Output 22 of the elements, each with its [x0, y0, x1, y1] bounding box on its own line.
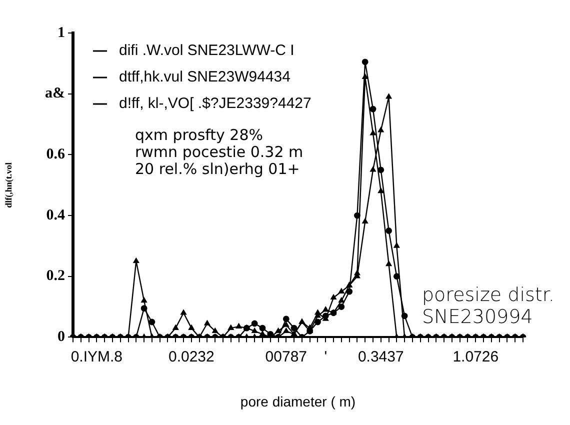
y-tick-label: a& [45, 86, 65, 102]
x-axis-title: pore diameter ( m) [240, 393, 356, 410]
y-tick-label: 0 [58, 329, 65, 346]
x-tick-label: 0.0232 [168, 348, 214, 366]
y-axis-title: dlf(,hn(t.vol [4, 162, 14, 208]
legend-label: d!ff, kl-,VO[ .$?JE2339?4427 [119, 95, 312, 112]
x-tick-label: 0.IYM.8 [70, 348, 123, 366]
x-tick-label: 0.3437 [358, 348, 404, 366]
y-tick-label: 0.4 [46, 207, 66, 224]
annotation: 20 rel.% sln)erhg 01+ [135, 160, 300, 178]
annotation: qxm prosfty 28% [135, 126, 264, 144]
annotation: poresize distr. [422, 284, 554, 306]
x-tick-label: 00787 [265, 348, 308, 366]
x-tick-label: ' [324, 348, 328, 366]
annotation: rwmn pocestie 0.32 m [135, 142, 304, 161]
y-tick-label: 0.6 [46, 146, 66, 163]
y-tick-label: 0.2 [46, 268, 65, 284]
legend-label: dtff,hk.vul SNE23W94434 [119, 68, 290, 86]
legend-label: difi .W.vol SNE23LWW-C I [119, 42, 294, 60]
x-tick-label: 1.0726 [452, 348, 499, 366]
annotation: SNE230994 [422, 306, 533, 328]
y-tick-label: 1 [58, 24, 65, 41]
